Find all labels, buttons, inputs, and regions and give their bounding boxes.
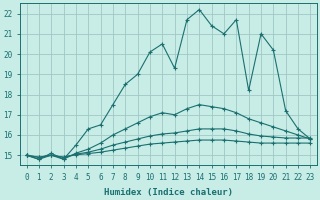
X-axis label: Humidex (Indice chaleur): Humidex (Indice chaleur) bbox=[104, 188, 233, 197]
